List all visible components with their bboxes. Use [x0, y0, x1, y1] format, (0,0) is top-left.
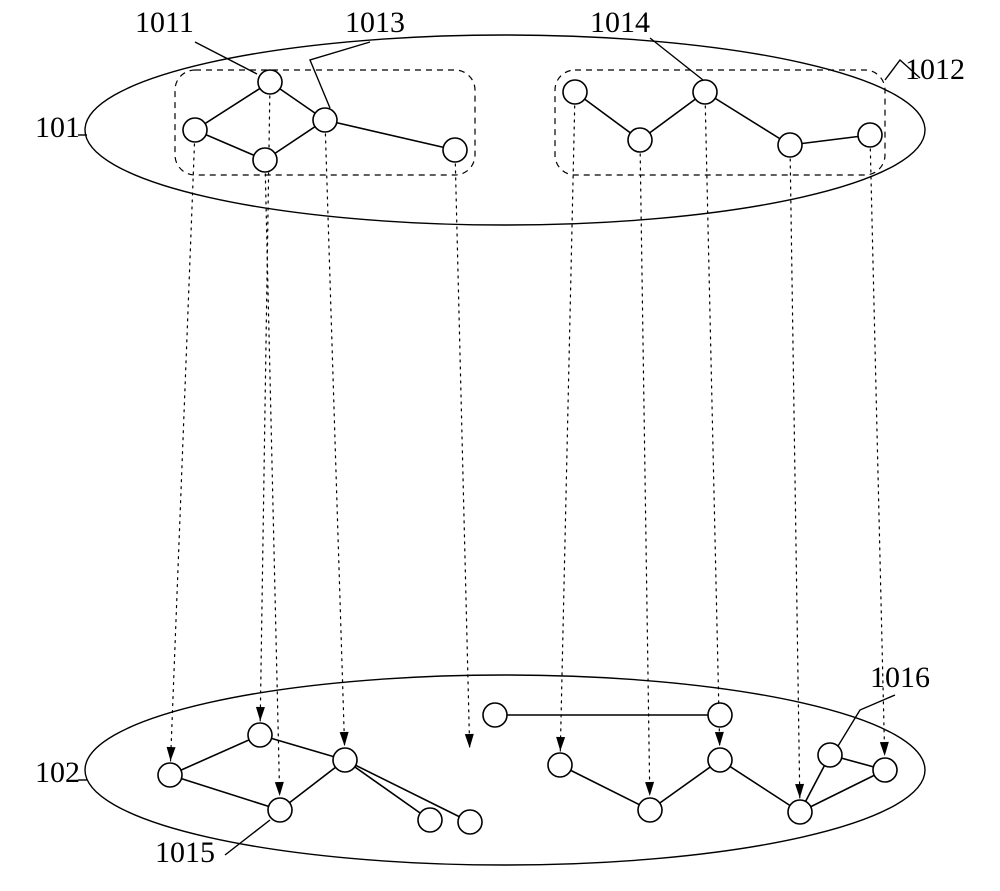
mapping-line	[455, 164, 469, 748]
bottom-node-B7	[483, 703, 507, 727]
bottom-node-B1	[158, 763, 182, 787]
bottom-edge	[720, 760, 800, 812]
mapping-arrowhead	[256, 707, 265, 721]
leader-line	[838, 695, 895, 746]
label-lbl_1016: 1016	[870, 661, 930, 694]
leader-line	[195, 42, 257, 74]
leader-line	[225, 820, 270, 855]
top-node-R1	[563, 80, 587, 104]
mapping-arrowhead	[715, 732, 724, 746]
top-edge	[195, 82, 270, 130]
mapping-arrowhead	[275, 782, 284, 796]
bottom-node-B9	[638, 798, 662, 822]
mapping-line	[705, 106, 719, 746]
bottom-node-B6	[458, 810, 482, 834]
mapping-arrowhead	[556, 737, 565, 751]
label-lbl_1014: 1014	[590, 6, 650, 39]
bottom-node-B4	[333, 748, 357, 772]
mapping-line	[560, 106, 574, 751]
bottom-edge	[170, 775, 280, 810]
mapping-arrowhead	[880, 742, 889, 756]
bottom-edge	[650, 760, 720, 810]
top-edge	[325, 120, 455, 150]
diagram-canvas: 101 102 1011 1013 1014 1012 1015 1016	[0, 0, 1000, 891]
top-node-L2	[258, 70, 282, 94]
mapping-line	[640, 154, 650, 796]
top-node-R4	[778, 133, 802, 157]
top-node-R2	[628, 128, 652, 152]
bottom-node-B2	[248, 723, 272, 747]
label-lbl_1013: 1013	[345, 6, 405, 39]
leader-line	[310, 42, 370, 108]
bottom-node-B8	[548, 753, 572, 777]
mapping-line	[260, 96, 270, 721]
group-box-box_right	[555, 70, 885, 175]
bottom-node-B3	[268, 798, 292, 822]
top-node-R5	[858, 123, 882, 147]
top-node-R3	[693, 80, 717, 104]
bottom-edge	[800, 770, 885, 812]
bottom-node-B14	[873, 758, 897, 782]
mapping-arrowhead	[167, 747, 176, 761]
bottom-node-B10	[708, 703, 732, 727]
mapping-line	[171, 144, 195, 761]
mapping-arrowhead	[465, 734, 474, 748]
label-lbl_102: 102	[35, 756, 80, 789]
top-node-L5	[443, 138, 467, 162]
bottom-node-B13	[818, 743, 842, 767]
label-lbl_1012: 1012	[905, 53, 965, 86]
bottom-node-B11	[708, 748, 732, 772]
label-lbl_101: 101	[35, 111, 80, 144]
mapping-arrowhead	[795, 784, 804, 798]
top-node-L1	[183, 118, 207, 142]
mapping-line	[265, 174, 279, 796]
label-lbl_1015: 1015	[155, 836, 215, 869]
mapping-arrowhead	[645, 782, 654, 796]
bottom-node-B5	[418, 808, 442, 832]
bottom-edge	[560, 765, 650, 810]
bottom-edge	[260, 735, 345, 760]
mapping-line	[325, 134, 344, 746]
leader-line	[650, 38, 703, 80]
bottom-edge	[170, 735, 260, 775]
top-node-L3	[253, 148, 277, 172]
mapping-arrowhead	[340, 732, 349, 746]
bottom-edge	[345, 760, 470, 822]
bottom-node-B12	[788, 800, 812, 824]
top-node-L4	[313, 108, 337, 132]
bottom-edge	[345, 760, 430, 820]
label-lbl_1011: 1011	[135, 6, 194, 39]
layer-ellipse-top	[85, 35, 925, 225]
top-edge	[705, 92, 790, 145]
